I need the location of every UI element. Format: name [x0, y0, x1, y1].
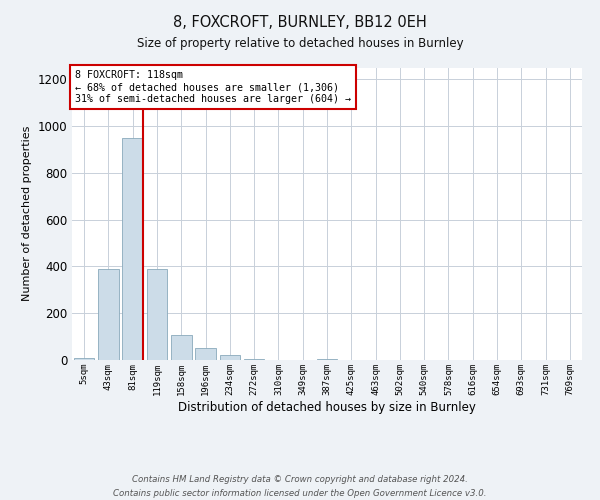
Text: 8, FOXCROFT, BURNLEY, BB12 0EH: 8, FOXCROFT, BURNLEY, BB12 0EH: [173, 15, 427, 30]
Bar: [98, 268, 119, 360]
Y-axis label: Number of detached properties: Number of detached properties: [22, 126, 32, 302]
Bar: [220, 355, 240, 360]
Bar: [122, 138, 143, 360]
Bar: [244, 359, 265, 360]
Text: Size of property relative to detached houses in Burnley: Size of property relative to detached ho…: [137, 38, 463, 51]
Bar: [171, 336, 191, 360]
Bar: [195, 348, 216, 360]
Bar: [74, 358, 94, 360]
Text: 8 FOXCROFT: 118sqm
← 68% of detached houses are smaller (1,306)
31% of semi-deta: 8 FOXCROFT: 118sqm ← 68% of detached hou…: [74, 70, 350, 104]
Bar: [317, 359, 337, 360]
Text: Contains HM Land Registry data © Crown copyright and database right 2024.
Contai: Contains HM Land Registry data © Crown c…: [113, 476, 487, 498]
X-axis label: Distribution of detached houses by size in Burnley: Distribution of detached houses by size …: [178, 400, 476, 413]
Bar: [146, 268, 167, 360]
